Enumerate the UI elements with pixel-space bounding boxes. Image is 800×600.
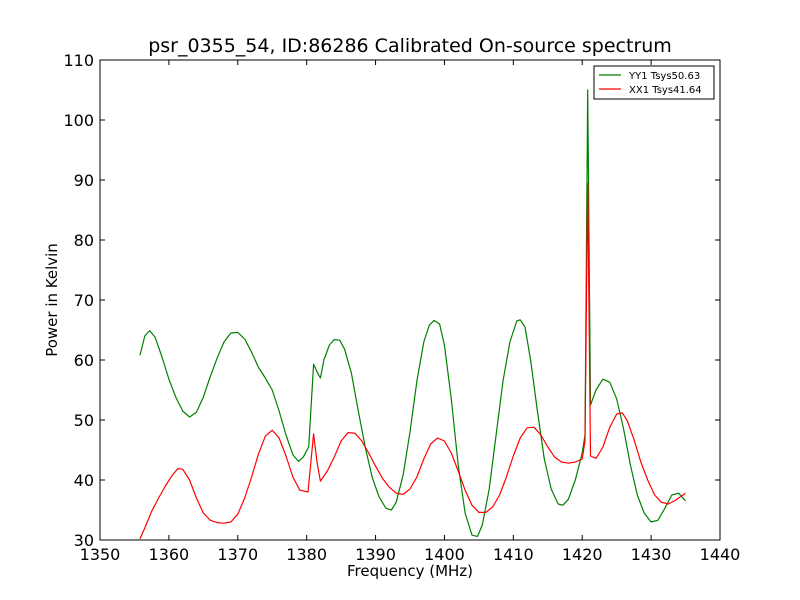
y-tick-label: 100 [63,111,94,130]
x-tick-label: 1440 [700,545,741,564]
y-tick-label: 60 [74,351,94,370]
x-tick-label: 1410 [493,545,534,564]
series-line-2 [139,182,686,540]
y-tick-label: 110 [63,51,94,70]
plot-frame [99,59,721,541]
y-tick-label: 30 [74,531,94,550]
x-tick-label: 1430 [631,545,672,564]
legend: YY1 Tsys50.63 XX1 Tsys41.64 [593,65,715,100]
y-tick-label: 40 [74,471,94,490]
x-tick-label: 1390 [355,545,396,564]
x-tick-label: 1370 [217,545,258,564]
x-tick-label: 1350 [80,545,121,564]
chart-title: psr_0355_54, ID:86286 Calibrated On-sour… [148,35,672,57]
series-line-1 [139,89,687,537]
y-axis: 30 40 50 60 70 80 90 100 110 [63,51,720,550]
legend-label-1: YY1 Tsys50.63 [628,71,700,82]
legend-box [593,65,715,100]
x-axis: 1350 1360 1370 1380 1390 1400 1410 1420 1430 1440 [80,60,741,564]
x-tick-label: 1400 [424,545,465,564]
y-tick-label: 50 [74,411,94,430]
y-tick-label: 80 [74,231,94,250]
y-tick-label: 70 [74,291,94,310]
x-tick-label: 1380 [286,545,327,564]
legend-label-2: XX1 Tsys41.64 [629,85,702,96]
y-tick-label: 90 [74,171,94,190]
x-tick-label: 1360 [149,545,190,564]
y-axis-label: Power in Kelvin [43,243,61,357]
series-layer [139,89,687,540]
x-tick-label: 1420 [562,545,603,564]
x-axis-label: Frequency (MHz) [347,562,473,580]
